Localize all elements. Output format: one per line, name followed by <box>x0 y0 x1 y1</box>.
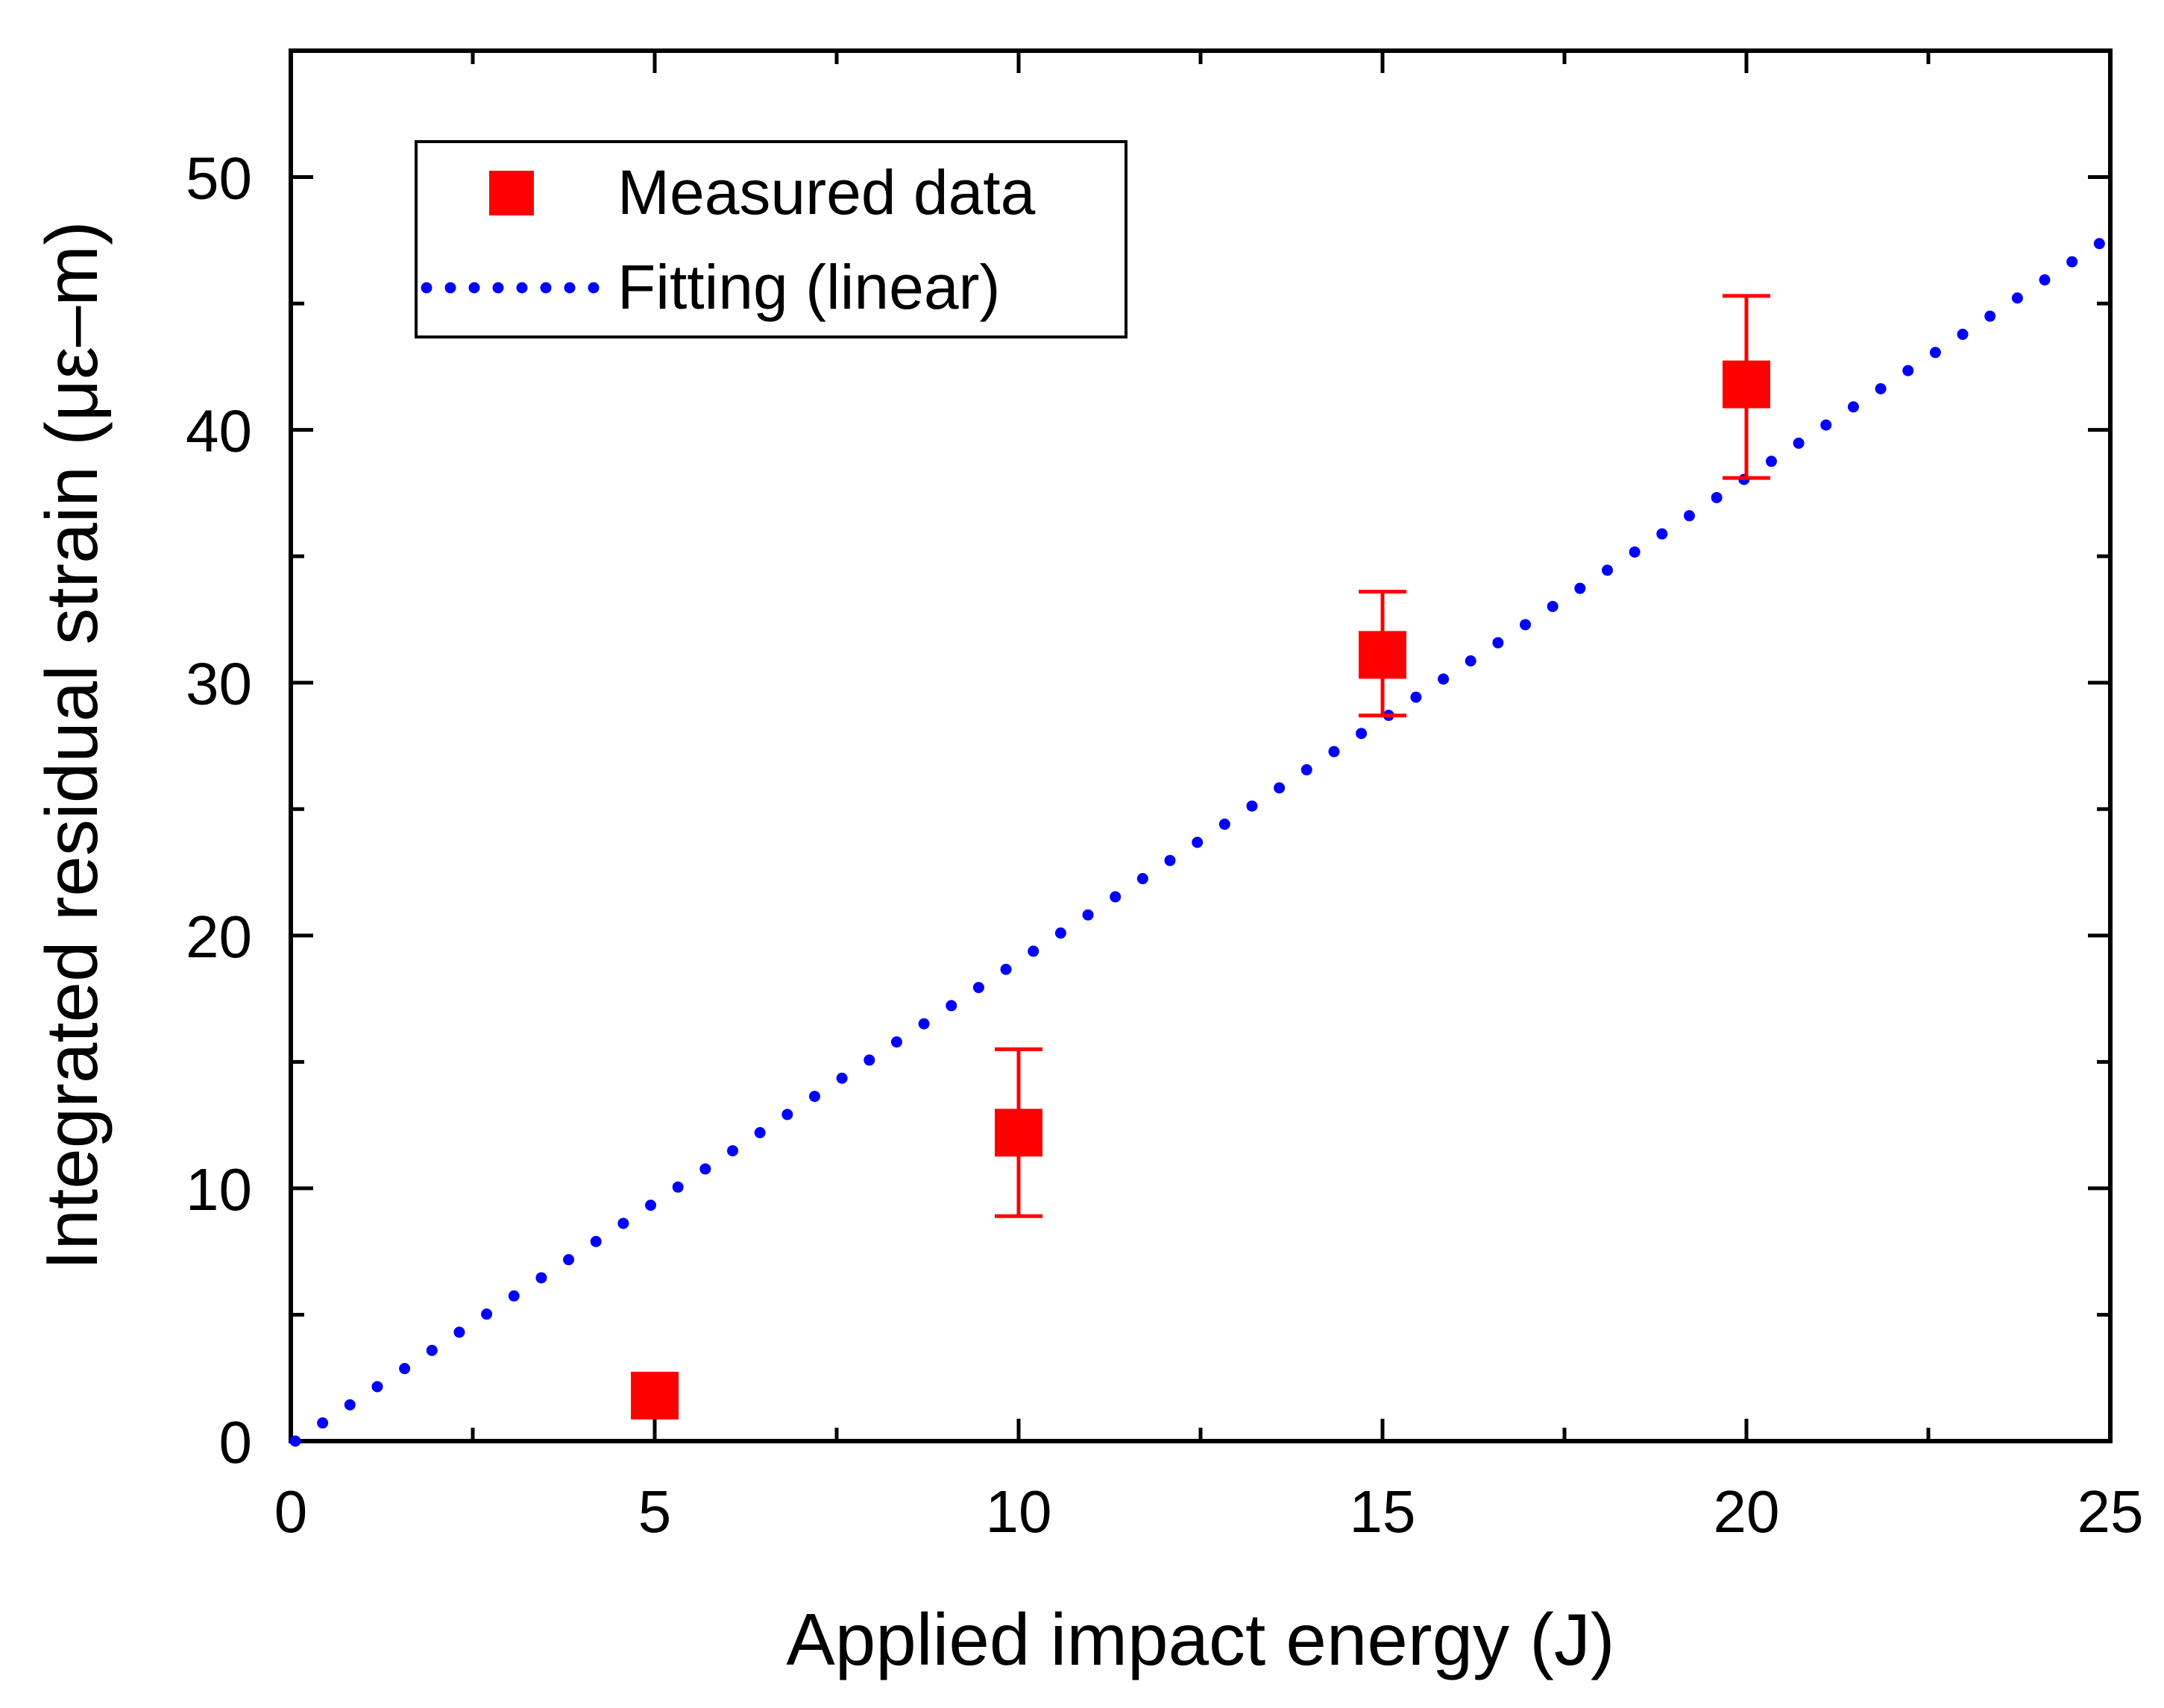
measured-points <box>631 294 1770 1419</box>
y-tick-label: 40 <box>186 398 252 464</box>
legend-marker-measured <box>489 171 534 215</box>
data-point <box>995 1109 1042 1157</box>
x-tick-label: 20 <box>1714 1478 1780 1545</box>
y-tick-label: 30 <box>186 651 252 717</box>
data-point <box>631 1371 679 1419</box>
x-tick-label: 0 <box>274 1478 308 1545</box>
x-tick-label: 25 <box>2077 1478 2144 1545</box>
x-tick-label: 10 <box>986 1478 1052 1545</box>
legend-box <box>415 140 1127 338</box>
x-tick-labels: 0 5 10 15 20 25 <box>274 1478 2144 1545</box>
y-axis-title: Integrated residual strain (με–m) <box>31 221 113 1270</box>
data-point <box>1723 360 1770 409</box>
y-tick-label: 10 <box>186 1156 252 1223</box>
y-tick-label: 20 <box>186 904 252 970</box>
legend: Measured data Fitting (linear) <box>415 140 1127 338</box>
legend-label-measured: Measured data <box>617 157 1036 227</box>
data-point <box>1359 631 1406 679</box>
fit-line <box>289 234 2110 1447</box>
legend-label-fit: Fitting (linear) <box>617 252 1000 322</box>
axis-ticks <box>289 48 2113 1443</box>
y-tick-label: 0 <box>219 1409 253 1475</box>
y-tick-labels: 0 10 20 30 40 50 <box>186 145 252 1475</box>
fit-line-path <box>289 234 2110 1447</box>
x-axis-title: Applied impact energy (J) <box>786 1598 1614 1680</box>
y-tick-label: 50 <box>186 145 252 212</box>
x-tick-label: 5 <box>638 1478 672 1545</box>
x-tick-label: 15 <box>1350 1478 1416 1545</box>
